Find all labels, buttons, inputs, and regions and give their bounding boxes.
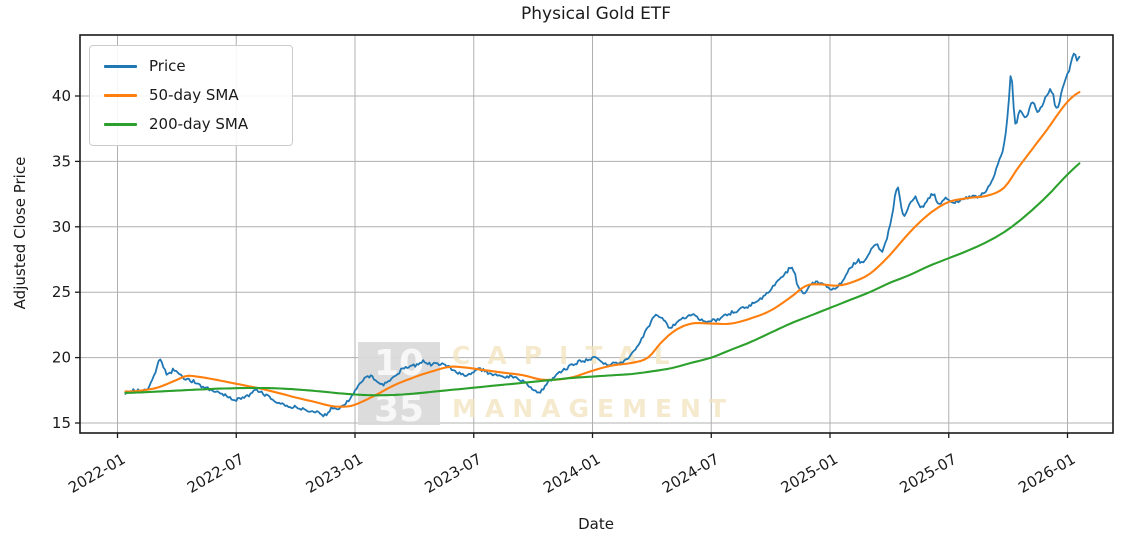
- x-tick-label: 2023-07: [421, 450, 484, 497]
- sma200-line-swatch: [104, 123, 137, 126]
- price-line-swatch: [104, 65, 137, 68]
- y-tick-label: 35: [52, 152, 71, 170]
- x-tick-label: 2026-01: [1015, 450, 1078, 497]
- legend-label: 50-day SMA: [149, 86, 239, 104]
- sma200-line: [124, 162, 1081, 397]
- sma50-line-swatch: [104, 94, 137, 97]
- watermark-text-management: MANAGEMENT: [452, 394, 734, 423]
- x-tick-label: 2023-01: [303, 450, 366, 497]
- y-tick-label: 15: [52, 414, 71, 432]
- x-tick-label: 2025-07: [896, 450, 959, 497]
- plot-border: [79, 34, 1114, 434]
- x-tick-label: 2022-07: [184, 450, 247, 497]
- y-tick-label: 25: [52, 283, 71, 301]
- sma50-line: [124, 91, 1081, 408]
- x-tick-label: 2022-01: [65, 450, 128, 497]
- chart-title: Physical Gold ETF: [521, 4, 671, 24]
- legend-item-sma200: 200-day SMA: [90, 110, 292, 139]
- x-tick-label: 2024-07: [659, 450, 722, 497]
- watermark-text-capital: CAPITAL: [452, 341, 687, 370]
- x-axis-label: Date: [578, 515, 614, 533]
- y-tick-label: 40: [52, 87, 71, 105]
- legend-item-sma50: 50-day SMA: [90, 81, 292, 110]
- y-tick-label: 20: [52, 349, 71, 367]
- price-line: [124, 52, 1081, 418]
- legend-item-price: Price: [90, 52, 292, 81]
- series-layer: [124, 52, 1081, 418]
- y-tick-label: 30: [52, 218, 71, 236]
- legend-label: 200-day SMA: [149, 115, 249, 133]
- x-tick-label: 2025-01: [778, 450, 841, 497]
- legend: Price 50-day SMA 200-day SMA: [89, 45, 293, 146]
- x-tick-label: 2024-01: [540, 450, 603, 497]
- legend-label: Price: [149, 57, 186, 75]
